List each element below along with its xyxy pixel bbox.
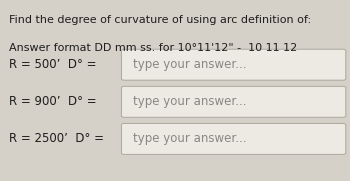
Text: Answer format DD mm ss. for 10°11'12" -  10 11 12: Answer format DD mm ss. for 10°11'12" - … bbox=[9, 43, 297, 53]
FancyBboxPatch shape bbox=[121, 86, 346, 117]
Text: R = 500’  D° =: R = 500’ D° = bbox=[9, 58, 96, 71]
Text: R = 900’  D° =: R = 900’ D° = bbox=[9, 95, 96, 108]
Text: type your answer...: type your answer... bbox=[133, 58, 246, 71]
FancyBboxPatch shape bbox=[121, 123, 346, 154]
Text: type your answer...: type your answer... bbox=[133, 132, 246, 145]
Text: Find the degree of curvature of using arc definition of:: Find the degree of curvature of using ar… bbox=[9, 15, 311, 25]
Text: R = 2500’  D° =: R = 2500’ D° = bbox=[9, 132, 104, 145]
Text: type your answer...: type your answer... bbox=[133, 95, 246, 108]
FancyBboxPatch shape bbox=[121, 49, 346, 80]
